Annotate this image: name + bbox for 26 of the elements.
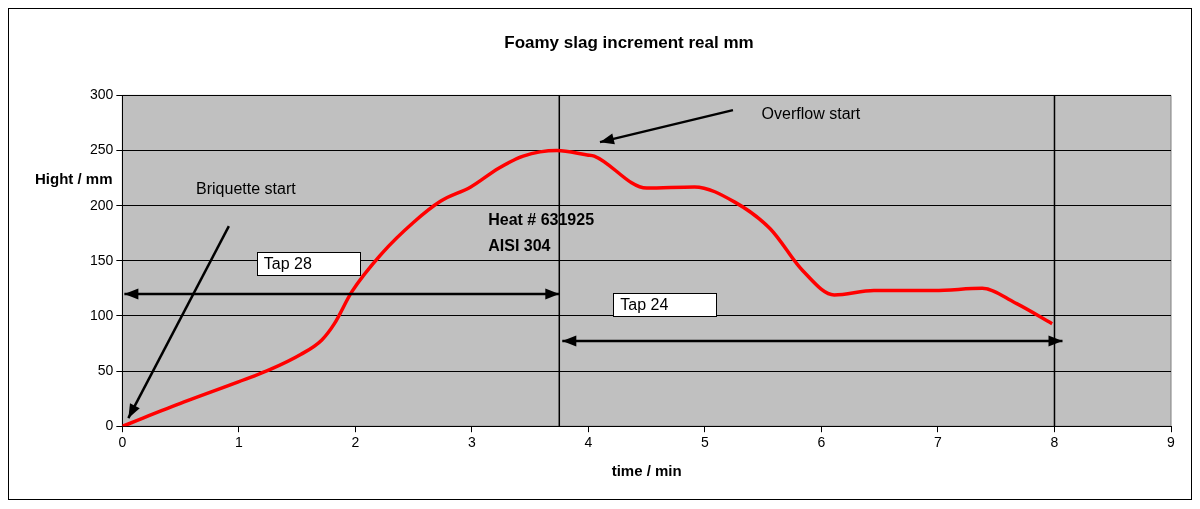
y-axis-title: Hight / mm bbox=[35, 169, 113, 187]
x-tick-label: 8 bbox=[1050, 434, 1059, 451]
x-tick-label: 9 bbox=[1167, 434, 1176, 451]
text-box: Tap 24 bbox=[613, 292, 718, 317]
y-tick-label: 100 bbox=[90, 306, 114, 323]
x-axis-title: time / min bbox=[611, 462, 682, 480]
annotation: Briquette start bbox=[196, 179, 296, 200]
y-tick-label: 200 bbox=[90, 196, 114, 213]
y-tick-label: 50 bbox=[97, 361, 114, 378]
text-box: Tap 28 bbox=[256, 252, 361, 277]
y-tick-label: 150 bbox=[90, 251, 114, 268]
chart-title: Foamy slag increment real mm bbox=[504, 32, 754, 52]
x-tick-label: 6 bbox=[817, 434, 826, 451]
x-tick-label: 2 bbox=[351, 434, 360, 451]
annotation: Overflow start bbox=[761, 104, 861, 125]
y-tick-label: 250 bbox=[90, 141, 114, 158]
line-series bbox=[122, 148, 1054, 427]
x-tick-label: 7 bbox=[934, 434, 943, 451]
x-tick-label: 1 bbox=[234, 434, 243, 451]
y-tick-label: 300 bbox=[90, 86, 114, 103]
y-tick-label: 0 bbox=[105, 417, 114, 434]
x-tick-label: 3 bbox=[468, 434, 477, 451]
x-tick-label: 0 bbox=[118, 434, 127, 451]
annotation: AISI 304 bbox=[488, 236, 551, 257]
x-tick-label: 4 bbox=[584, 434, 593, 451]
x-tick-label: 5 bbox=[701, 434, 710, 451]
